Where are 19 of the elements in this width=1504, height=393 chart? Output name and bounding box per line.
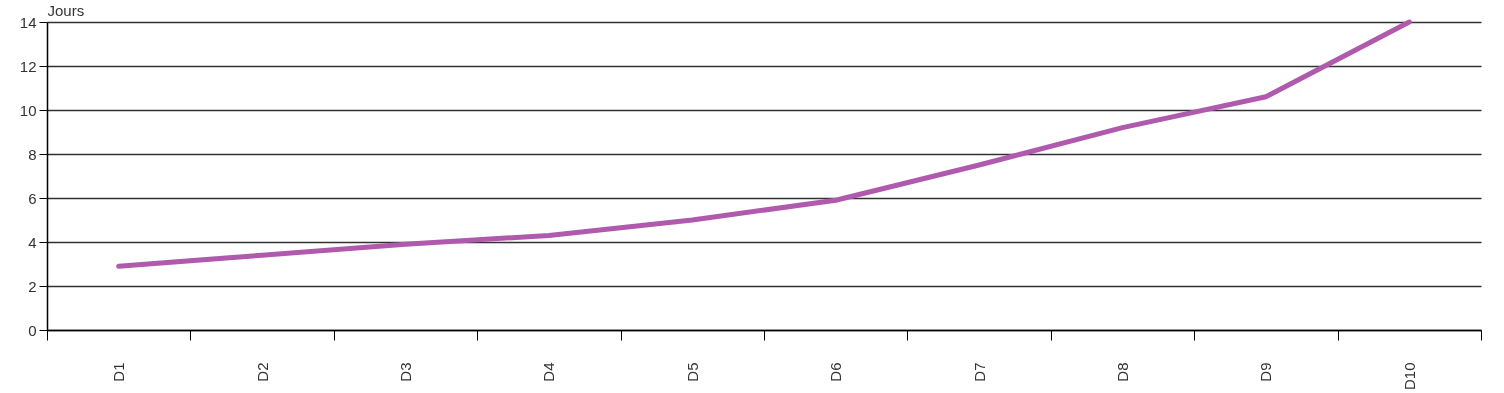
y-tick-label: 8: [28, 145, 37, 163]
x-tick-label: D9: [1257, 362, 1275, 382]
x-tick-label: D1: [110, 362, 128, 382]
x-tick-label: D6: [827, 362, 845, 382]
x-tick-label: D7: [970, 362, 988, 382]
y-tick-label: 6: [28, 189, 37, 207]
y-tick-label: 12: [19, 57, 37, 75]
y-tick-label: 2: [28, 277, 37, 295]
x-tick-label: D3: [397, 362, 414, 382]
y-tick-label: 10: [19, 101, 37, 119]
x-tick-label: D4: [540, 362, 558, 382]
y-tick-label: 0: [28, 321, 37, 339]
x-tick-label: D2: [253, 362, 271, 382]
x-tick-label: D5: [683, 362, 701, 382]
x-tick-label: D8: [1114, 362, 1131, 382]
x-tick-label: D10: [1400, 362, 1418, 391]
y-axis-title: Jours: [47, 1, 85, 19]
y-tick-label: 14: [19, 13, 37, 31]
y-tick-label: 4: [28, 233, 37, 251]
